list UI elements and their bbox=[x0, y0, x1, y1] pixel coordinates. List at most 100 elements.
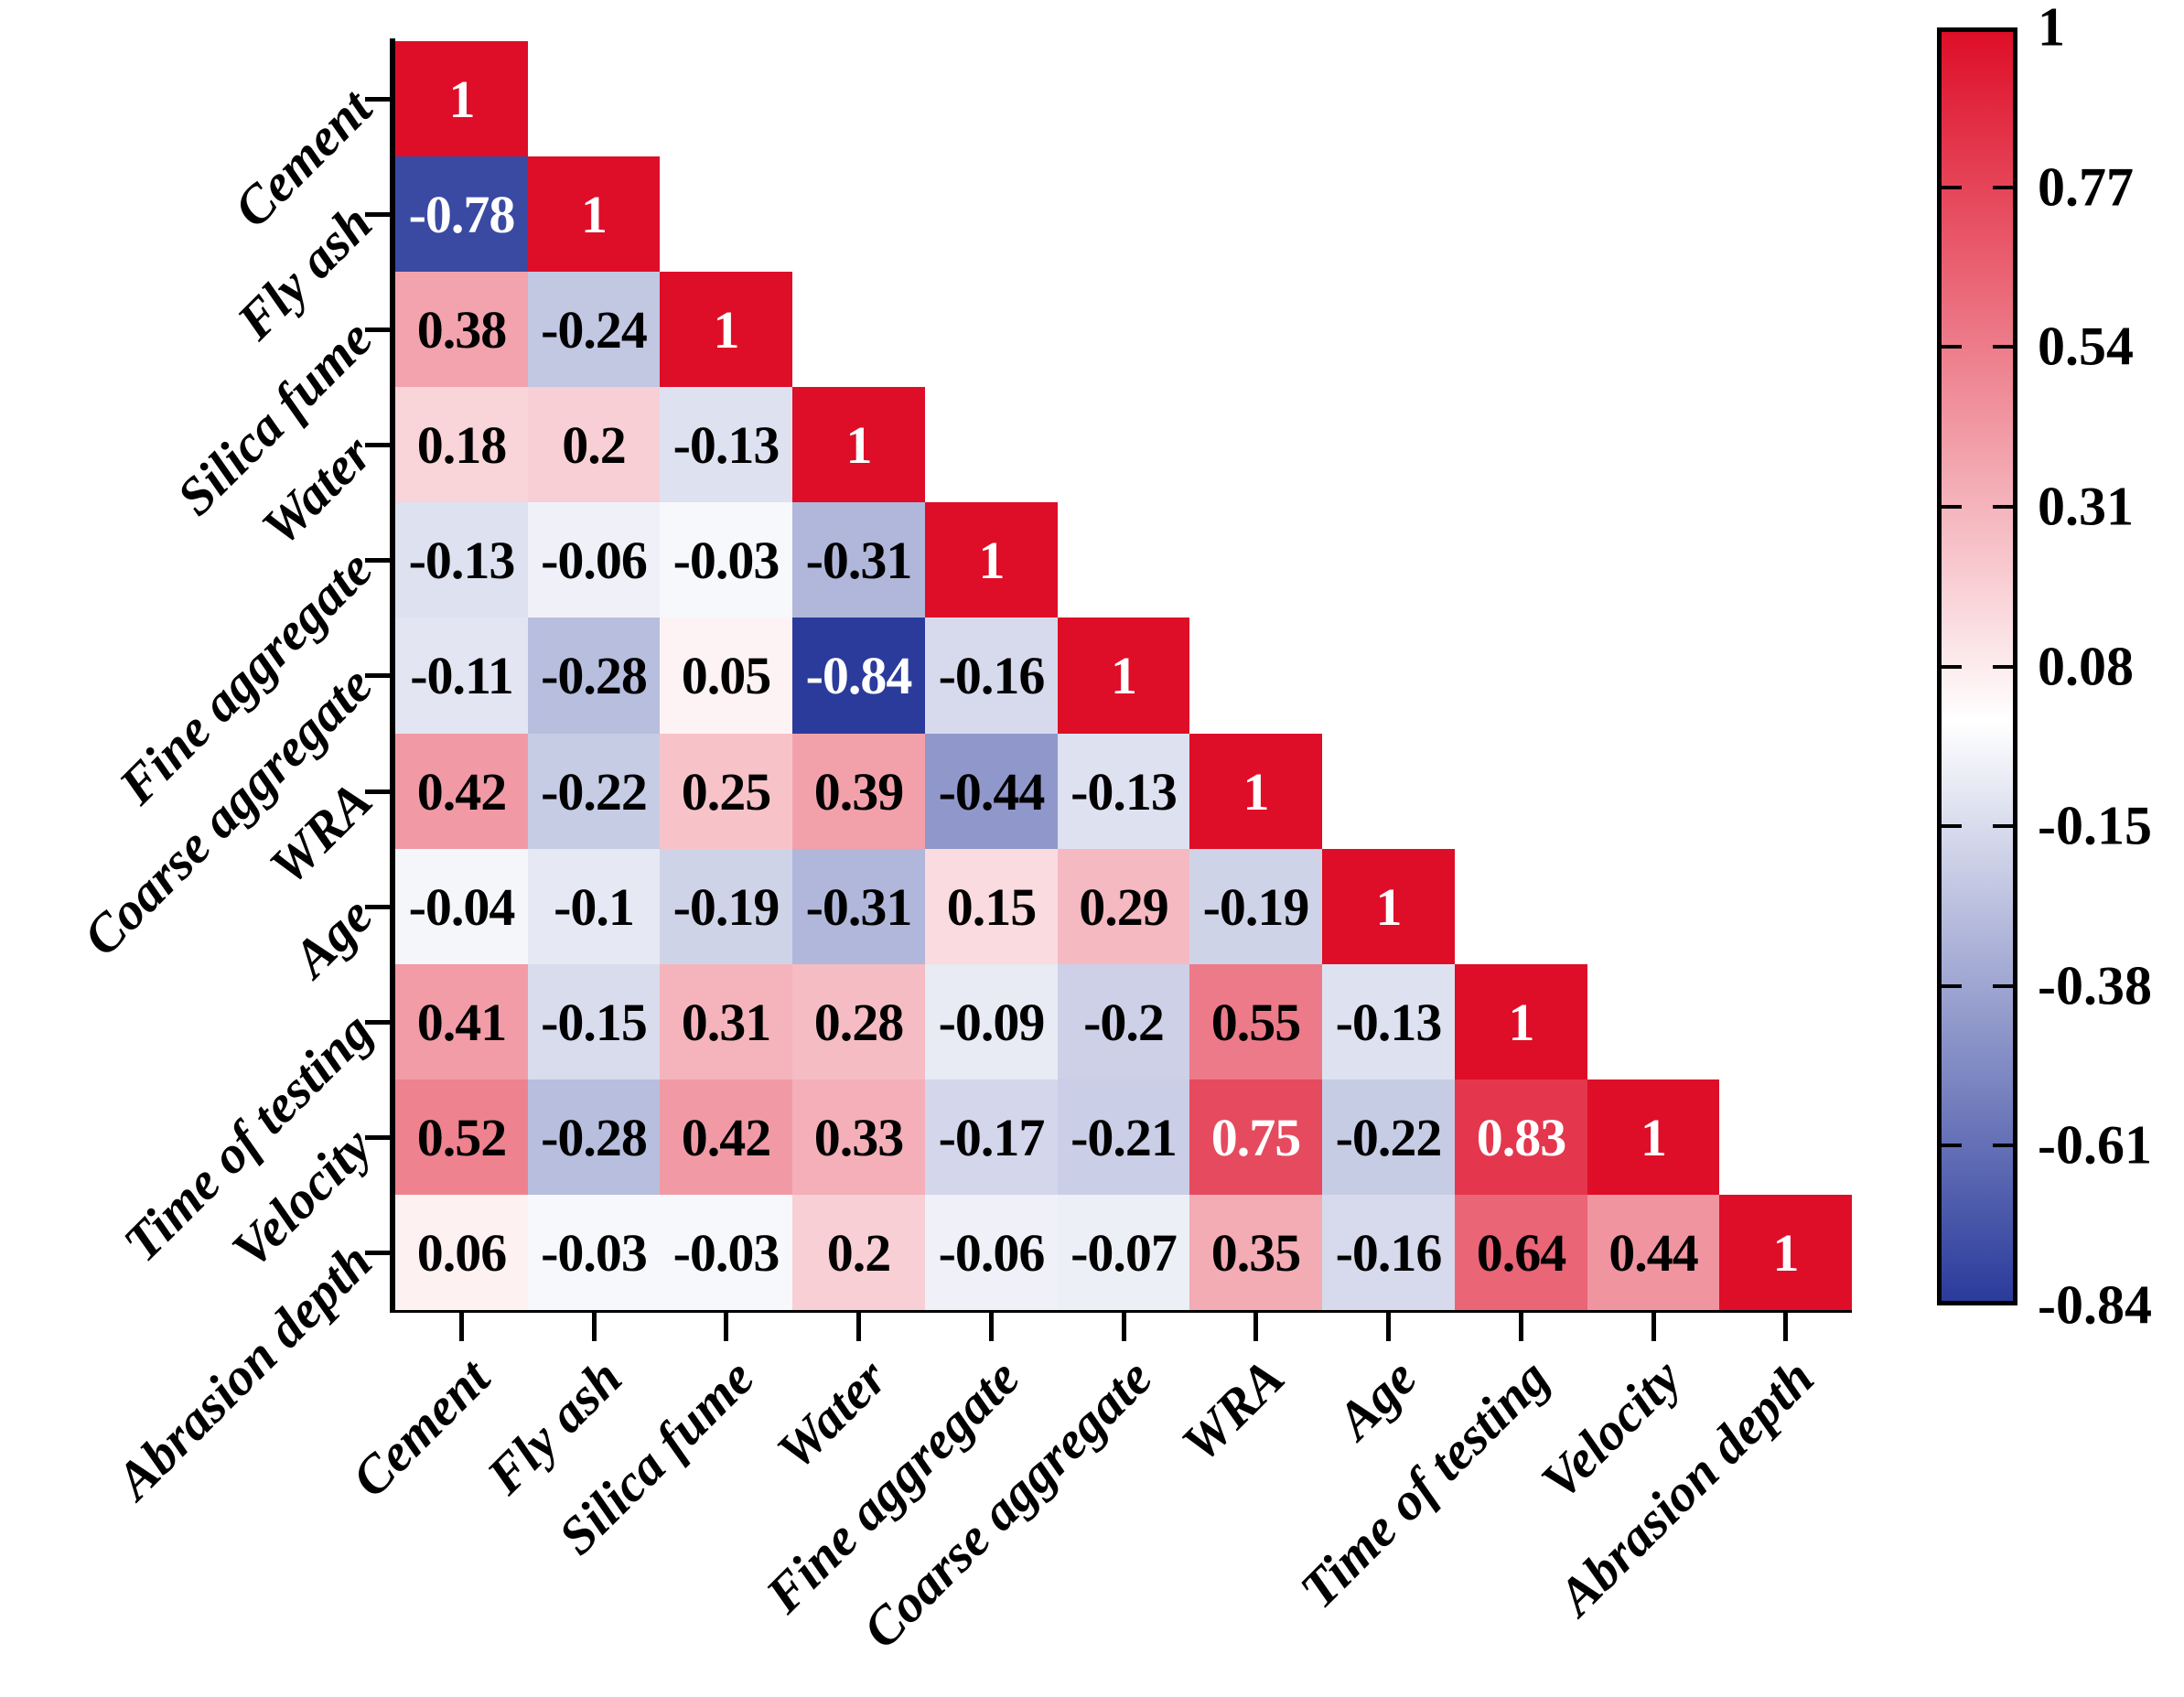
colorbar-tick-right bbox=[1993, 1144, 2013, 1147]
heatmap-cell-coarse-aggregate-x-silica-fume: 0.05 bbox=[660, 618, 792, 734]
heatmap-cell-abrasion-depth-x-coarse-aggregate: -0.07 bbox=[1058, 1195, 1189, 1310]
heatmap-cell-age-x-coarse-aggregate: 0.29 bbox=[1058, 849, 1189, 964]
heatmap-cell-abrasion-depth-x-velocity: 0.44 bbox=[1587, 1195, 1719, 1310]
y-axis-tick bbox=[365, 905, 390, 909]
colorbar-tick-left bbox=[1942, 186, 1962, 189]
y-axis-tick bbox=[365, 97, 390, 102]
heatmap-cell-water-x-fly-ash: 0.2 bbox=[528, 387, 660, 502]
heatmap-cell-wra-x-cement: 0.42 bbox=[395, 734, 528, 849]
colorbar-tick-right bbox=[1993, 984, 2013, 988]
y-axis-label-age: Age bbox=[280, 886, 383, 989]
heatmap-cell-coarse-aggregate-x-fly-ash: -0.28 bbox=[528, 618, 660, 734]
heatmap-cell-wra-x-water: 0.39 bbox=[792, 734, 925, 849]
heatmap-cell-age-x-fine-aggregate: 0.15 bbox=[925, 849, 1058, 964]
x-axis-tick bbox=[989, 1313, 994, 1341]
colorbar-label: -0.15 bbox=[2038, 795, 2152, 856]
heatmap-cell-abrasion-depth-x-age: -0.16 bbox=[1322, 1195, 1455, 1310]
heatmap-cell-abrasion-depth-x-fly-ash: -0.03 bbox=[528, 1195, 660, 1310]
y-axis-tick bbox=[365, 673, 390, 678]
heatmap-cell-wra-x-coarse-aggregate: -0.13 bbox=[1058, 734, 1189, 849]
colorbar-tick-left bbox=[1942, 1144, 1962, 1147]
heatmap-cell-velocity-x-time-of-testing: 0.83 bbox=[1455, 1079, 1587, 1195]
colorbar-label: 1 bbox=[2038, 0, 2065, 58]
y-axis-tick bbox=[365, 789, 390, 794]
heatmap-cell-time-of-testing-x-coarse-aggregate: -0.2 bbox=[1058, 964, 1189, 1079]
heatmap-cell-coarse-aggregate-x-coarse-aggregate: 1 bbox=[1058, 618, 1189, 734]
colorbar-tick-right bbox=[1993, 345, 2013, 349]
colorbar-label: 0.77 bbox=[2038, 156, 2134, 218]
colorbar-tick-left bbox=[1942, 665, 1962, 669]
colorbar-tick-left bbox=[1942, 984, 1962, 988]
heatmap-cell-age-x-fly-ash: -0.1 bbox=[528, 849, 660, 964]
heatmap-cell-abrasion-depth-x-silica-fume: -0.03 bbox=[660, 1195, 792, 1310]
y-axis-tick bbox=[365, 443, 390, 447]
heatmap-cell-wra-x-fly-ash: -0.22 bbox=[528, 734, 660, 849]
heatmap-cell-coarse-aggregate-x-water: -0.84 bbox=[792, 618, 925, 734]
heatmap-cell-velocity-x-age: -0.22 bbox=[1322, 1079, 1455, 1195]
heatmap-cell-time-of-testing-x-silica-fume: 0.31 bbox=[660, 964, 792, 1079]
heatmap-cell-silica-fume-x-silica-fume: 1 bbox=[660, 272, 792, 387]
heatmap-cell-age-x-water: -0.31 bbox=[792, 849, 925, 964]
y-axis-line bbox=[390, 38, 395, 1313]
heatmap-cell-fine-aggregate-x-silica-fume: -0.03 bbox=[660, 502, 792, 618]
x-axis-tick bbox=[1783, 1313, 1788, 1341]
heatmap-cell-fine-aggregate-x-cement: -0.13 bbox=[395, 502, 528, 618]
colorbar-tick-left bbox=[1942, 824, 1962, 828]
x-axis-tick bbox=[1253, 1313, 1258, 1341]
colorbar-tick-right bbox=[1993, 824, 2013, 828]
heatmap-cell-fine-aggregate-x-fly-ash: -0.06 bbox=[528, 502, 660, 618]
heatmap-cell-age-x-cement: -0.04 bbox=[395, 849, 528, 964]
x-axis-label-age: Age bbox=[1325, 1348, 1428, 1451]
heatmap-cell-age-x-age: 1 bbox=[1322, 849, 1455, 964]
heatmap-cell-fly-ash-x-fly-ash: 1 bbox=[528, 156, 660, 272]
colorbar-label: 0.54 bbox=[2038, 316, 2134, 377]
colorbar-tick-right bbox=[1993, 665, 2013, 669]
heatmap-cell-wra-x-wra: 1 bbox=[1189, 734, 1322, 849]
heatmap-cell-velocity-x-wra: 0.75 bbox=[1189, 1079, 1322, 1195]
colorbar-label: 0.08 bbox=[2038, 636, 2134, 697]
heatmap-cell-silica-fume-x-cement: 0.38 bbox=[395, 272, 528, 387]
x-axis-tick bbox=[1122, 1313, 1126, 1341]
x-axis-label-wra: WRA bbox=[1169, 1348, 1296, 1474]
heatmap-cell-coarse-aggregate-x-fine-aggregate: -0.16 bbox=[925, 618, 1058, 734]
colorbar-label: -0.38 bbox=[2038, 955, 2152, 1016]
colorbar-tick-right bbox=[1993, 186, 2013, 189]
x-axis-line bbox=[390, 1307, 1852, 1313]
heatmap-cell-time-of-testing-x-fly-ash: -0.15 bbox=[528, 964, 660, 1079]
heatmap-cell-time-of-testing-x-fine-aggregate: -0.09 bbox=[925, 964, 1058, 1079]
heatmap-cell-wra-x-silica-fume: 0.25 bbox=[660, 734, 792, 849]
heatmap-cell-abrasion-depth-x-water: 0.2 bbox=[792, 1195, 925, 1310]
heatmap-cell-velocity-x-fly-ash: -0.28 bbox=[528, 1079, 660, 1195]
colorbar-label: 0.31 bbox=[2038, 476, 2134, 537]
heatmap-cell-velocity-x-velocity: 1 bbox=[1587, 1079, 1719, 1195]
heatmap-cell-age-x-silica-fume: -0.19 bbox=[660, 849, 792, 964]
heatmap-cell-abrasion-depth-x-fine-aggregate: -0.06 bbox=[925, 1195, 1058, 1310]
heatmap-cell-velocity-x-water: 0.33 bbox=[792, 1079, 925, 1195]
heatmap-cell-water-x-water: 1 bbox=[792, 387, 925, 502]
heatmap-cell-time-of-testing-x-water: 0.28 bbox=[792, 964, 925, 1079]
heatmap-cell-velocity-x-cement: 0.52 bbox=[395, 1079, 528, 1195]
heatmap-cell-water-x-cement: 0.18 bbox=[395, 387, 528, 502]
heatmap-cell-time-of-testing-x-wra: 0.55 bbox=[1189, 964, 1322, 1079]
y-axis-tick bbox=[365, 212, 390, 217]
heatmap-cell-silica-fume-x-fly-ash: -0.24 bbox=[528, 272, 660, 387]
heatmap-cell-time-of-testing-x-age: -0.13 bbox=[1322, 964, 1455, 1079]
x-axis-label-cement: Cement bbox=[339, 1348, 501, 1509]
heatmap-cell-abrasion-depth-x-abrasion-depth: 1 bbox=[1719, 1195, 1852, 1310]
colorbar-label: -0.61 bbox=[2038, 1114, 2152, 1176]
heatmap-cell-fine-aggregate-x-water: -0.31 bbox=[792, 502, 925, 618]
x-axis-tick bbox=[459, 1313, 464, 1341]
heatmap-cell-fly-ash-x-cement: -0.78 bbox=[395, 156, 528, 272]
x-axis-tick bbox=[1386, 1313, 1391, 1341]
y-axis-tick bbox=[365, 1135, 390, 1140]
colorbar-tick-left bbox=[1942, 345, 1962, 349]
heatmap-cell-coarse-aggregate-x-cement: -0.11 bbox=[395, 618, 528, 734]
colorbar-tick-left bbox=[1942, 505, 1962, 509]
heatmap-cell-velocity-x-silica-fume: 0.42 bbox=[660, 1079, 792, 1195]
heatmap-cell-age-x-wra: -0.19 bbox=[1189, 849, 1322, 964]
heatmap-cell-wra-x-fine-aggregate: -0.44 bbox=[925, 734, 1058, 849]
heatmap-cell-abrasion-depth-x-time-of-testing: 0.64 bbox=[1455, 1195, 1587, 1310]
y-axis-tick bbox=[365, 558, 390, 563]
y-axis-tick bbox=[365, 328, 390, 332]
